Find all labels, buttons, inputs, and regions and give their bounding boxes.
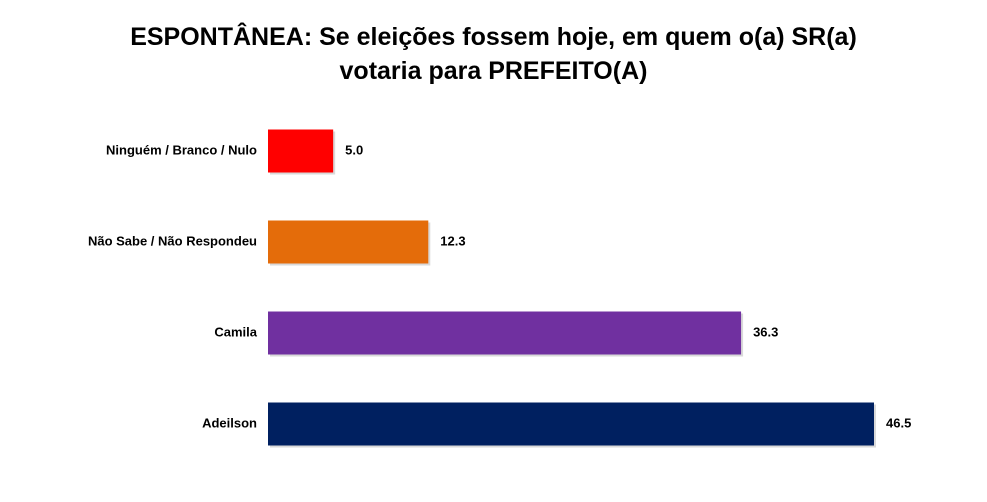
value-label: 46.5 [886, 415, 911, 430]
bar [268, 311, 742, 355]
value-label: 12.3 [440, 233, 465, 248]
chart-title-line-1: ESPONTÂNEA: Se eleições fossem hoje, em … [130, 23, 857, 51]
category-label: Ninguém / Branco / Nulo [106, 142, 257, 157]
bar [268, 220, 429, 264]
chart-title: ESPONTÂNEA: Se eleições fossem hoje, em … [0, 20, 987, 88]
category-label: Adeilson [202, 415, 257, 430]
category-label: Camila [214, 324, 257, 339]
category-label: Não Sabe / Não Respondeu [88, 233, 257, 248]
bar [268, 402, 874, 446]
value-label: 36.3 [753, 324, 778, 339]
bar [268, 129, 334, 173]
value-label: 5.0 [345, 142, 363, 157]
chart-title-line-2: votaria para PREFEITO(A) [339, 57, 648, 85]
